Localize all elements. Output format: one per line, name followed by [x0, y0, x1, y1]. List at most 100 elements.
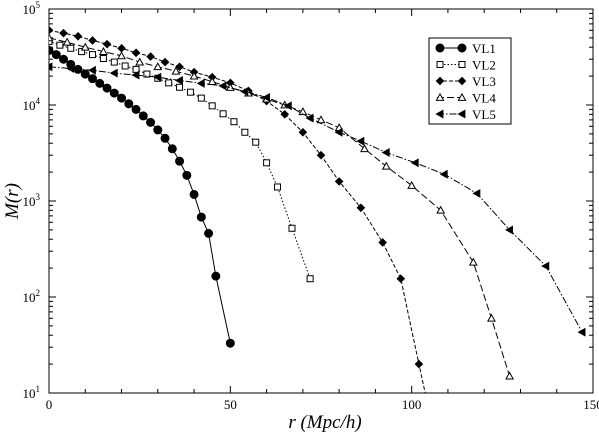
- legend-label: VL2: [472, 58, 496, 73]
- data-point: [153, 72, 162, 82]
- data-point: [117, 93, 127, 103]
- data-point: [182, 170, 192, 180]
- data-point: [298, 107, 308, 116]
- legend-marker: [457, 109, 466, 119]
- data-point: [59, 28, 68, 38]
- legend-marker: [435, 92, 445, 101]
- data-point: [80, 69, 90, 79]
- data-point: [541, 261, 550, 271]
- data-point: [175, 156, 185, 166]
- series-vl3: [49, 25, 437, 434]
- data-point: [95, 78, 105, 88]
- legend-label: VL4: [472, 91, 496, 106]
- data-point: [88, 74, 98, 84]
- data-point: [175, 62, 184, 72]
- legend-marker: [457, 43, 467, 53]
- data-point: [378, 238, 387, 247]
- data-point: [211, 271, 221, 281]
- data-point: [263, 159, 271, 167]
- series-line-vl5: [49, 66, 583, 333]
- data-point: [218, 81, 227, 91]
- data-point: [410, 158, 419, 168]
- data-point: [88, 36, 97, 45]
- data-point: [49, 25, 54, 35]
- data-point: [51, 50, 61, 60]
- x-tick-label: 50: [224, 397, 237, 412]
- legend-label: VL5: [472, 107, 496, 122]
- legend-marker: [435, 76, 445, 86]
- legend-entry-vl5: VL5: [435, 107, 496, 122]
- data-point: [176, 83, 184, 91]
- data-point: [430, 428, 437, 434]
- y-tick-label: 105: [23, 0, 41, 17]
- data-point: [165, 79, 173, 87]
- data-point: [167, 144, 177, 154]
- y-tick-label-base: 10: [23, 2, 36, 17]
- data-point: [109, 68, 118, 78]
- data-point: [504, 225, 513, 235]
- data-point: [146, 117, 156, 127]
- y-axis-title: M(r): [2, 183, 23, 220]
- x-tick-label: 0: [46, 397, 53, 412]
- legend-marker: [435, 43, 445, 53]
- data-point: [360, 144, 369, 153]
- y-tick-label-base: 10: [23, 386, 36, 401]
- legend-marker: [436, 61, 444, 68]
- x-tick-label: 100: [402, 397, 422, 412]
- series-line-vl1: [49, 50, 231, 344]
- data-point: [407, 180, 417, 189]
- data-point: [197, 94, 205, 102]
- data-point: [73, 31, 83, 41]
- data-point: [121, 62, 129, 70]
- data-point: [153, 62, 163, 71]
- data-point: [252, 138, 260, 146]
- series-layer: [49, 25, 586, 434]
- data-point: [577, 327, 586, 337]
- data-point: [505, 371, 515, 380]
- data-point: [334, 127, 343, 137]
- data-point: [49, 62, 53, 72]
- data-point: [273, 183, 281, 191]
- data-point: [288, 224, 296, 232]
- data-point: [143, 70, 151, 78]
- legend-entry-vl1: VL1: [435, 41, 496, 56]
- data-point: [204, 228, 214, 238]
- data-point: [241, 128, 249, 136]
- data-point: [117, 43, 126, 53]
- data-point: [280, 109, 290, 119]
- data-point: [102, 83, 112, 93]
- data-point: [240, 87, 249, 97]
- series-line-vl4: [49, 37, 511, 377]
- y-tick-label-exponent: 2: [36, 288, 41, 298]
- data-point: [298, 127, 308, 137]
- y-tick-label: 101: [23, 384, 41, 401]
- y-tick-label-exponent: 3: [36, 192, 41, 202]
- data-point: [261, 92, 270, 102]
- data-point: [99, 55, 107, 63]
- data-point: [186, 88, 194, 96]
- data-point: [189, 189, 199, 199]
- data-point: [138, 111, 148, 121]
- data-point: [171, 66, 181, 75]
- y-tick-label: 102: [23, 288, 41, 305]
- data-point: [102, 39, 112, 49]
- data-point: [196, 78, 205, 88]
- legend-marker: [435, 109, 444, 119]
- legend-marker: [457, 92, 467, 101]
- data-point: [146, 52, 155, 61]
- data-point: [381, 148, 390, 157]
- series-vl2: [49, 37, 314, 283]
- y-tick-label-base: 10: [23, 194, 36, 209]
- y-tick-label-exponent: 1: [36, 384, 41, 394]
- data-point: [110, 58, 118, 66]
- y-tick-label: 104: [23, 96, 41, 113]
- data-point: [316, 150, 326, 160]
- series-vl5: [49, 62, 586, 337]
- data-point: [80, 42, 90, 51]
- data-point: [89, 51, 97, 59]
- data-point: [49, 37, 53, 45]
- y-tick-label: 103: [23, 192, 41, 209]
- data-point: [208, 102, 216, 110]
